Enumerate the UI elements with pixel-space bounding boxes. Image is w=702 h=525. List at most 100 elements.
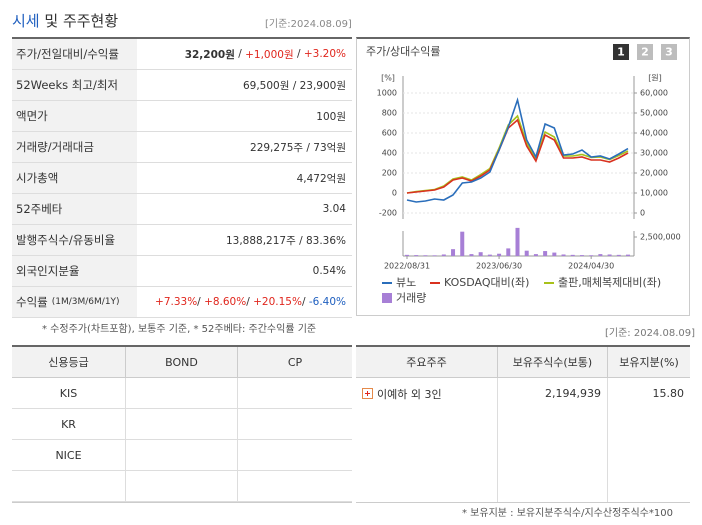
y2-tick-label: 60,000 (640, 89, 668, 98)
y-tick-label: 600 (382, 129, 397, 138)
volume-bar (487, 254, 492, 256)
volume-bar (524, 250, 529, 256)
label-small: (1M/3M/6M/1Y) (51, 297, 120, 307)
volume-bar (423, 255, 428, 256)
y-tick-label: 800 (382, 109, 397, 118)
volume-bar (598, 254, 603, 256)
row-label: 주가/전일대비/수익률 (12, 39, 137, 70)
credit-cell: NICE (55, 449, 82, 462)
series-line (406, 114, 629, 194)
volume-bar (469, 254, 474, 256)
credit-cell: KIS (59, 387, 78, 400)
y2-tick-label: 30,000 (640, 149, 668, 158)
label-text: 시가총액 (16, 171, 59, 185)
volume-bar (441, 254, 446, 256)
label-text: 액면가 (16, 109, 48, 123)
title-main: 시세 (12, 12, 40, 30)
value-part: / (293, 48, 304, 60)
row-value: 13,888,217주 / 83.36% (137, 225, 352, 256)
holder-text: 이예하 외 3인 (377, 387, 442, 401)
y-tick-label: -200 (379, 209, 397, 218)
view-button-label: 3 (665, 46, 673, 59)
row-label: 액면가 (12, 101, 137, 132)
series-line (406, 97, 629, 203)
value-part: 3.04 (322, 203, 346, 215)
chart-panel (356, 37, 690, 316)
expand-icon[interactable] (362, 388, 373, 399)
y2-tick-label: 20,000 (640, 169, 668, 178)
value-part: / (197, 296, 205, 308)
value-part: / (234, 48, 246, 60)
quote-note: * 수정주가(차트포함), 보통주 기준, * 52주베타: 주간수익률 기준 (42, 324, 317, 335)
y-axis-label: [%] (381, 74, 395, 83)
chart-title: 주가/상대수익률 (366, 45, 441, 58)
y2-tick-label: 10,000 (640, 189, 668, 198)
holder-text: 15.80 (652, 387, 685, 400)
volume-bar (543, 251, 548, 256)
series-line (406, 118, 629, 194)
volume-bar (607, 254, 612, 256)
volume-bar (497, 253, 502, 256)
value-part: 4,472억원 (296, 172, 346, 185)
row-line (12, 378, 352, 409)
y2-tick-label: 50,000 (640, 109, 668, 118)
volume-bar (451, 249, 456, 256)
volume-bar (616, 254, 621, 256)
volume-bar (414, 255, 419, 256)
holder-cell: 2,194,939 (497, 378, 607, 409)
value-part: 69,500원 / 23,900원 (242, 79, 346, 92)
row-label: 수익률 (1M/3M/6M/1Y) (12, 287, 137, 318)
label-text: 거래량/거래대금 (16, 140, 94, 154)
legend-label: KOSDAQ대비(좌) (444, 276, 529, 289)
credit-table: 신용등급 BOND CP KIS KR NICE (12, 345, 352, 503)
row-value: 0.54% (137, 256, 352, 287)
y-tick-label: 200 (382, 169, 397, 178)
value-part: 229,275주 / 73억원 (250, 141, 346, 154)
value-part: +1,000원 (245, 48, 294, 61)
view-button-label: 2 (641, 46, 649, 59)
quote-table: 주가/전일대비/수익률 32,200원 / +1,000원 / +3.20% 52W… (12, 37, 352, 318)
row-value: 69,500원 / 23,900원 (137, 70, 352, 101)
view-button[interactable] (613, 44, 629, 60)
volume-bar (506, 248, 511, 256)
legend-label: 거래량 (396, 292, 426, 305)
value-part: / (246, 296, 254, 308)
volume-bar (552, 252, 557, 256)
y-tick-label: 0 (392, 189, 397, 198)
value-part: +8.60% (204, 296, 247, 308)
row-label: 외국인지분율 (12, 256, 137, 287)
holder-date: [기준: 2024.08.09] (605, 328, 696, 339)
volume-bar (533, 254, 538, 256)
header-cell: BOND (125, 347, 237, 378)
row-line (12, 471, 352, 502)
holder-cell: 15.80 (607, 378, 690, 409)
x-tick-label: 2022/08/31 (384, 262, 430, 271)
volume-bar (626, 254, 630, 256)
column-line (237, 378, 352, 502)
x-tick-label: 2024/04/30 (568, 262, 614, 271)
row-line (12, 409, 352, 440)
label-text: 52주베타 (16, 202, 63, 216)
view-button[interactable] (661, 44, 677, 60)
value-part: / (301, 296, 309, 308)
volume-bar (432, 255, 437, 256)
legend-label: 뷰노 (396, 276, 416, 289)
column-line (497, 378, 607, 502)
column-line (607, 378, 690, 502)
value-part: 13,888,217주 / 83.36% (225, 234, 346, 247)
row-value: 229,275주 / 73억원 (137, 132, 352, 163)
row-value: +7.33% / +8.60% / +20.15% / -6.40% (137, 287, 352, 318)
header-cell: 주요주주 (356, 347, 497, 378)
header-cell: 신용등급 (12, 347, 125, 378)
row-value: 4,472억원 (137, 163, 352, 194)
view-button[interactable] (637, 44, 653, 60)
volume-bar (478, 252, 483, 256)
row-label: 발행주식수/유동비율 (12, 225, 137, 256)
section-title: 시세 및 주주현황 (12, 10, 118, 31)
volume-bar (515, 227, 520, 256)
holder-note: * 보유지분 : 보유지분주식수/지수산정주식수*100 (462, 508, 673, 519)
y2-tick-label: 0 (640, 209, 645, 218)
legend-swatch (382, 293, 392, 303)
label-text: 주가/전일대비/수익률 (16, 47, 119, 61)
